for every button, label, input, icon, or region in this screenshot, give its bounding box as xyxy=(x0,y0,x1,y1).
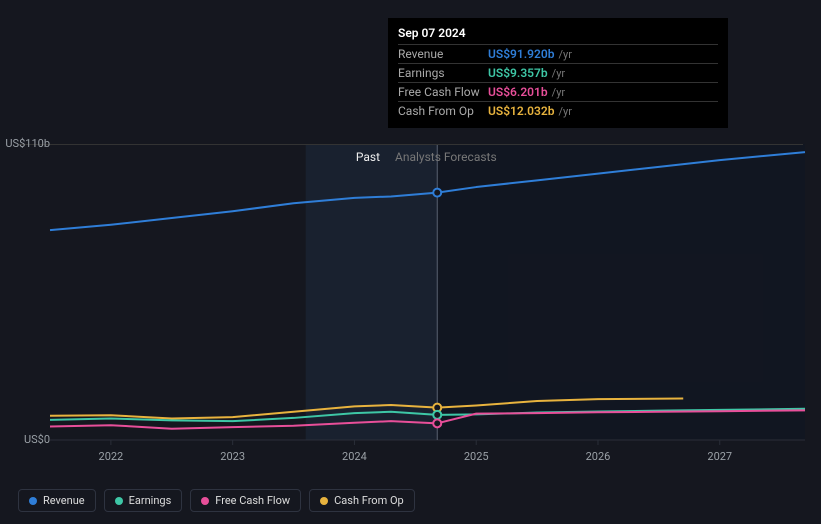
marker-dot-free_cash_flow xyxy=(433,419,441,427)
tooltip-metric-label: Revenue xyxy=(398,47,488,61)
top-divider xyxy=(18,144,803,145)
legend-item-free_cash_flow[interactable]: Free Cash Flow xyxy=(190,489,301,512)
tooltip-suffix: /yr xyxy=(559,48,572,61)
tooltip-metric-value: US$6.201b xyxy=(488,85,548,99)
x-axis-label: 2024 xyxy=(342,450,367,463)
tooltip-metric-label: Earnings xyxy=(398,66,488,80)
x-axis-label: 2026 xyxy=(586,450,611,463)
tooltip-row: EarningsUS$9.357b/yr xyxy=(398,63,718,82)
marker-dot-earnings xyxy=(433,411,441,419)
tooltip-metric-value: US$91.920b xyxy=(488,47,555,61)
past-label: Past xyxy=(356,150,380,164)
x-axis-label: 2023 xyxy=(220,450,245,463)
legend-dot-icon xyxy=(29,497,37,505)
legend: Revenue Earnings Free Cash Flow Cash From O… xyxy=(18,489,415,512)
tooltip-suffix: /yr xyxy=(559,105,572,118)
x-axis-label: 2027 xyxy=(707,450,732,463)
tooltip-metric-value: US$12.032b xyxy=(488,104,555,118)
legend-dot-icon xyxy=(201,497,209,505)
legend-label: Revenue xyxy=(43,494,85,507)
legend-item-earnings[interactable]: Earnings xyxy=(104,489,183,512)
legend-label: Free Cash Flow xyxy=(215,494,290,507)
legend-dot-icon xyxy=(115,497,123,505)
tooltip-metric-label: Cash From Op xyxy=(398,104,488,118)
x-axis-label: 2022 xyxy=(99,450,124,463)
legend-item-cash_from_op[interactable]: Cash From Op xyxy=(309,489,415,512)
tooltip-suffix: /yr xyxy=(552,67,565,80)
legend-label: Cash From Op xyxy=(334,494,404,507)
hover-tooltip: Sep 07 2024 RevenueUS$91.920b/yrEarnings… xyxy=(388,18,728,128)
legend-dot-icon xyxy=(320,497,328,505)
tooltip-suffix: /yr xyxy=(552,86,565,99)
y-axis-label: US$0 xyxy=(24,433,50,446)
x-axis-label: 2025 xyxy=(464,450,489,463)
legend-label: Earnings xyxy=(129,494,172,507)
forecast-label: Analysts Forecasts xyxy=(395,150,497,164)
tooltip-row: Free Cash FlowUS$6.201b/yr xyxy=(398,82,718,101)
y-axis-label: US$110b xyxy=(5,137,50,150)
financials-chart: Past Analysts Forecasts Sep 07 2024 Reve… xyxy=(0,0,821,524)
tooltip-row: Cash From OpUS$12.032b/yr xyxy=(398,101,718,120)
marker-dot-revenue xyxy=(433,189,441,197)
tooltip-row: RevenueUS$91.920b/yr xyxy=(398,44,718,63)
legend-item-revenue[interactable]: Revenue xyxy=(18,489,96,512)
tooltip-metric-label: Free Cash Flow xyxy=(398,85,488,99)
tooltip-date: Sep 07 2024 xyxy=(398,26,718,40)
tooltip-metric-value: US$9.357b xyxy=(488,66,548,80)
